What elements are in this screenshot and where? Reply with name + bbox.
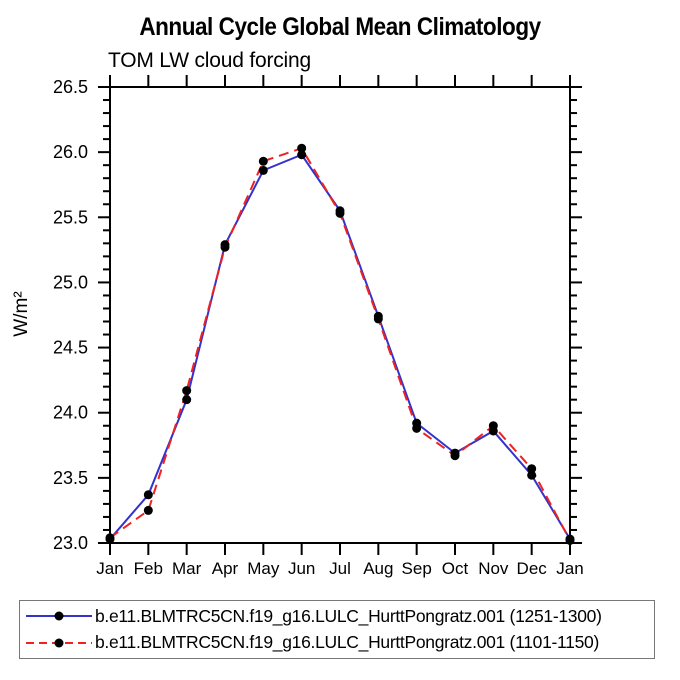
y-tick-label: 25.0	[53, 272, 88, 292]
legend-line-sample-solid	[26, 611, 92, 621]
chart-subtitle: TOM LW cloud forcing	[108, 49, 311, 72]
y-tick-label: 24.5	[53, 338, 88, 358]
data-point-marker	[297, 150, 307, 160]
y-tick-label: 23.0	[53, 533, 88, 553]
data-point-marker	[412, 423, 422, 433]
y-tick-label: 26.0	[53, 142, 88, 162]
legend-label: b.e11.BLMTRC5CN.f19_g16.LULC_HurttPongra…	[95, 632, 600, 652]
legend-label: b.e11.BLMTRC5CN.f19_g16.LULC_HurttPongra…	[95, 605, 602, 626]
x-tick-label: Sep	[402, 559, 432, 578]
x-tick-label: May	[247, 559, 280, 578]
y-tick-label: 24.0	[53, 403, 88, 423]
data-point-marker	[182, 386, 192, 396]
x-tick-label: Dec	[517, 559, 548, 578]
data-point-marker	[450, 451, 460, 461]
x-tick-label: Jul	[329, 559, 351, 578]
data-point-marker	[182, 395, 192, 405]
y-tick-label: 23.5	[53, 468, 88, 488]
x-tick-label: Feb	[134, 559, 163, 578]
x-tick-label: Nov	[478, 559, 509, 578]
x-tick-label: Jan	[556, 559, 583, 578]
data-point-marker	[220, 242, 230, 252]
legend-entry: b.e11.BLMTRC5CN.f19_g16.LULC_HurttPongra…	[23, 630, 654, 656]
data-point-marker	[143, 505, 153, 515]
data-point-marker	[105, 533, 115, 543]
plot-area: 23.0 23.5 24.0 24.5 25.0 25.5 26.0 26.5 Jan Feb Ma…	[53, 75, 584, 578]
legend-box: b.e11.BLMTRC5CN.f19_g16.LULC_HurttPongra…	[19, 600, 655, 659]
legend-line-sample-dashed	[26, 638, 92, 648]
x-tick-label: Aug	[363, 559, 393, 578]
chart-title: Annual Cycle Global Mean Climatology	[139, 13, 541, 41]
data-point-marker	[297, 143, 307, 153]
data-point-marker	[143, 490, 153, 500]
data-point-marker	[527, 464, 537, 474]
x-tick-label: Jan	[96, 559, 123, 578]
data-point-marker	[258, 156, 268, 166]
x-tick-label: Mar	[172, 559, 202, 578]
legend-entry: b.e11.BLMTRC5CN.f19_g16.LULC_HurttPongra…	[23, 603, 654, 629]
data-point-marker	[335, 208, 345, 218]
x-tick-label: Apr	[212, 559, 239, 578]
plot-frame	[109, 86, 571, 544]
data-point-marker	[565, 535, 575, 545]
y-tick-label: 26.5	[53, 77, 88, 97]
data-point-marker	[527, 470, 537, 480]
x-tick-label: Jun	[288, 559, 315, 578]
data-point-marker	[488, 421, 498, 431]
y-tick-label: 25.5	[53, 207, 88, 227]
data-point-marker	[258, 165, 268, 175]
data-point-marker	[373, 314, 383, 324]
x-tick-label: Oct	[442, 559, 469, 578]
